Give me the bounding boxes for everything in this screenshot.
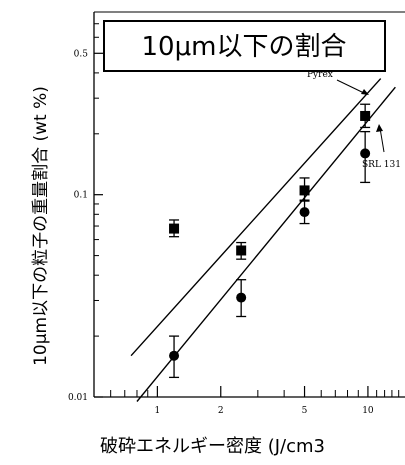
x-tick-label: 10 (362, 406, 374, 416)
annotation-arrow-srl131 (379, 127, 385, 153)
annotation-arrowhead-pyrex (361, 89, 369, 95)
x-axis-title: 破砕エネルギー密度 (J/cm3 (100, 436, 325, 457)
y-tick-label: 0.1 (74, 191, 88, 201)
annotation-srl131: SRL 131 (362, 160, 401, 170)
data-point-srl131 (169, 350, 180, 361)
data-point-pyrex (360, 110, 371, 121)
annotation-arrow-pyrex (336, 79, 367, 95)
fit-line-pyrex (130, 78, 382, 357)
x-tick-label: 1 (155, 406, 161, 416)
x-tick-label: 5 (302, 406, 308, 416)
annotation-arrowhead-srl131 (376, 124, 383, 132)
data-point-srl131 (299, 207, 310, 218)
annotation-pyrex: Pyrex (307, 70, 333, 80)
data-point-pyrex (169, 223, 180, 234)
chart-title: 10μm以下の割合 (142, 32, 347, 62)
data-point-pyrex (236, 245, 247, 256)
x-tick-label: 2 (218, 406, 224, 416)
y-tick-label: 0.01 (68, 393, 88, 403)
data-point-srl131 (360, 148, 371, 159)
data-point-srl131 (236, 292, 247, 303)
y-tick-label: 0.5 (74, 49, 89, 59)
fit-line-srl131 (136, 86, 396, 402)
data-point-pyrex (299, 185, 310, 196)
title-box (103, 20, 386, 72)
y-axis-title: 10μm以下の粒子の重量割合 (wt %) (31, 86, 51, 366)
